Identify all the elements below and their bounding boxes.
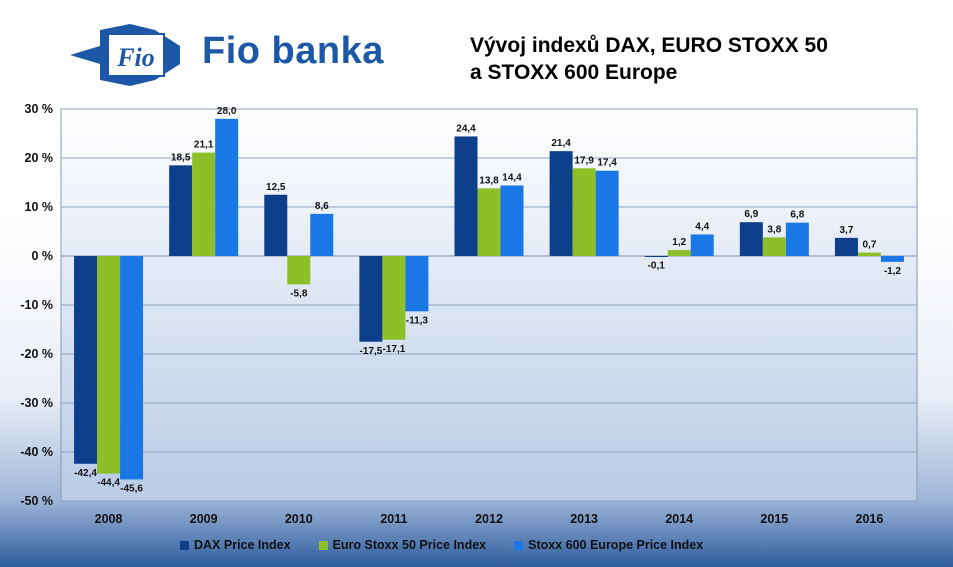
- y-tick-label: -50 %: [20, 494, 53, 508]
- bar: [739, 222, 763, 256]
- bars: [74, 118, 904, 480]
- bar: [785, 222, 809, 256]
- y-tick-label: -30 %: [20, 396, 53, 410]
- data-label: -5,8: [290, 288, 308, 299]
- bar: [97, 256, 121, 474]
- bar: [382, 256, 406, 340]
- data-label: 3,8: [767, 224, 781, 235]
- bar: [762, 237, 786, 256]
- data-label: 24,4: [456, 123, 476, 134]
- y-tick-label: -10 %: [20, 298, 53, 312]
- y-tick-label: 0 %: [31, 249, 53, 263]
- data-label: 4,4: [695, 221, 709, 232]
- legend-label-eurostoxx50: Euro Stoxx 50 Price Index: [332, 538, 487, 552]
- data-label: -42,4: [74, 468, 97, 479]
- y-tick-label: 20 %: [25, 151, 54, 165]
- data-labels: -42,4-44,4-45,6 18,521,1 28,0 12,5 -5,8 8,6 -1…: [74, 106, 901, 495]
- legend-item-eurostoxx50: Euro Stoxx 50 Price Index: [318, 538, 487, 552]
- fio-logo: Fio: [70, 24, 180, 86]
- chart-title-line-2: a STOXX 600 Europe: [470, 61, 678, 84]
- x-tick-label: 2009: [190, 512, 218, 526]
- legend-swatch-eurostoxx50: [318, 540, 328, 550]
- bar: [454, 136, 478, 256]
- logo-emblem-text: Fio: [116, 43, 155, 72]
- bar: [310, 213, 334, 256]
- legend-item-dax: DAX Price Index: [180, 538, 291, 552]
- bar: [120, 256, 144, 480]
- y-tick-label: 30 %: [25, 102, 54, 116]
- x-axis: 2008 2009 2010 2011 2012 2013 2014 2015 2016: [95, 512, 884, 526]
- logo-emblem-box: [107, 33, 165, 77]
- bar: [880, 256, 904, 262]
- x-tick-label: 2008: [95, 512, 123, 526]
- data-label: 28,0: [217, 106, 237, 117]
- legend: DAX Price Index Euro Stoxx 50 Price Inde…: [180, 538, 703, 552]
- bar: [192, 152, 216, 256]
- x-tick-label: 2012: [475, 512, 503, 526]
- legend-swatch-stoxx600: [514, 540, 524, 550]
- bar: [595, 170, 619, 256]
- data-label: -17,5: [359, 346, 382, 357]
- bar: [264, 194, 288, 256]
- chart-title-line-1: Vývoj indexů DAX, EURO STOXX 50: [470, 34, 828, 57]
- x-tick-label: 2014: [665, 512, 693, 526]
- x-tick-label: 2015: [760, 512, 788, 526]
- data-label: 21,4: [551, 138, 571, 149]
- x-tick-label: 2011: [380, 512, 407, 526]
- bar: [572, 168, 596, 256]
- data-label: -11,3: [406, 315, 429, 326]
- data-label: 21,1: [194, 140, 214, 151]
- y-tick-label: 10 %: [25, 200, 54, 214]
- legend-label-dax: DAX Price Index: [194, 538, 291, 552]
- data-label: 14,4: [502, 172, 522, 183]
- data-label: 6,8: [790, 210, 804, 221]
- data-label: 6,9: [744, 209, 758, 220]
- x-tick-label: 2016: [856, 512, 884, 526]
- legend-swatch-dax: [180, 540, 189, 550]
- bar: [359, 256, 383, 342]
- data-label: -1,2: [884, 266, 902, 277]
- bar: [644, 256, 668, 257]
- bar: [405, 256, 429, 312]
- bar: [287, 256, 311, 285]
- data-label: 18,5: [171, 152, 191, 163]
- chart-title: Vývoj indexů DAX, EURO STOXX 50 a STOXX …: [470, 32, 828, 86]
- legend-label-stoxx600: Stoxx 600 Europe Price Index: [528, 538, 704, 552]
- brand-name: Fio banka: [202, 30, 384, 72]
- bar: [74, 256, 98, 464]
- y-tick-label: -40 %: [20, 445, 53, 459]
- bar: [169, 165, 193, 256]
- bar: [834, 237, 858, 256]
- data-label: 8,6: [315, 201, 329, 212]
- bar: [549, 151, 573, 256]
- data-label: 12,5: [266, 182, 286, 193]
- bar: [690, 234, 714, 256]
- x-tick-label: 2010: [285, 512, 313, 526]
- bar: [215, 118, 239, 256]
- data-label: -17,1: [382, 344, 405, 355]
- data-label: 3,7: [839, 225, 853, 236]
- data-label: -45,6: [120, 483, 143, 494]
- data-label: 17,9: [574, 155, 594, 166]
- data-label: 0,7: [862, 240, 876, 251]
- bar: [477, 188, 501, 256]
- data-label: 17,4: [597, 158, 617, 169]
- bar: [500, 185, 524, 256]
- bar: [667, 250, 691, 256]
- data-label: 1,2: [672, 237, 686, 248]
- y-tick-label: -20 %: [20, 347, 53, 361]
- y-axis: 30 % 20 % 10 % 0 % -10 % -20 % -30 % -40 % -50 %: [20, 102, 53, 508]
- data-label: -0,1: [648, 260, 666, 271]
- x-tick-label: 2013: [570, 512, 598, 526]
- bar: [857, 252, 881, 256]
- legend-item-stoxx600: Stoxx 600 Europe Price Index: [514, 538, 703, 552]
- data-label: -44,4: [97, 478, 120, 489]
- data-label: 13,8: [479, 175, 499, 186]
